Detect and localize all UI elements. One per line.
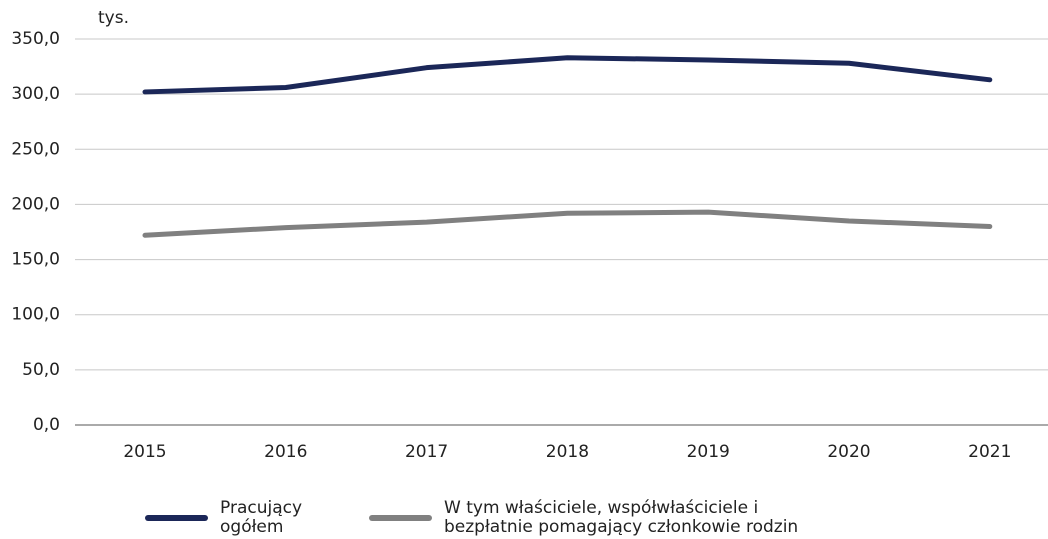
y-tick-label: 200,0 [11,194,60,214]
x-tick-label: 2017 [405,442,448,462]
x-tick-label: 2021 [968,442,1011,462]
y-tick-label: 250,0 [11,139,60,159]
x-tick-label: 2016 [264,442,307,462]
x-tick-label: 2018 [546,442,589,462]
x-tick-label: 2019 [687,442,730,462]
y-tick-label: 150,0 [11,250,60,270]
legend-label: Pracujący ogółem [220,498,303,537]
y-tick-label: 50,0 [22,360,60,380]
y-tick-label: 100,0 [11,305,60,325]
y-tick-label: 300,0 [11,84,60,104]
y-tick-label: 0,0 [33,415,60,435]
x-tick-label: 2015 [123,442,166,462]
line-series [142,55,993,95]
unit-label: tys. [98,8,129,28]
line-series [142,209,993,238]
y-tick-label: 350,0 [11,29,60,49]
x-tick-label: 2020 [827,442,870,462]
legend-label: W tym właściciele, współwłaściciele i be… [444,498,799,537]
